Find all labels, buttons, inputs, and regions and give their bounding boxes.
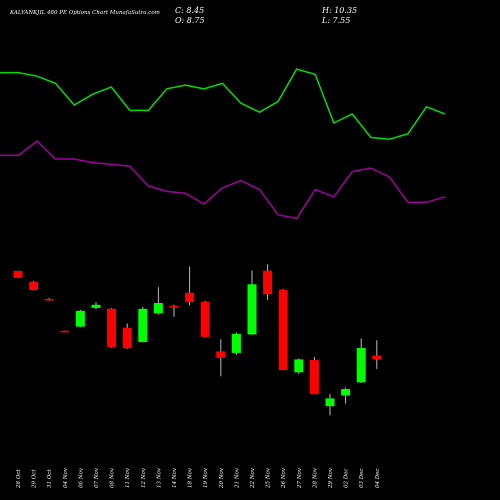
candle-body [294,359,304,373]
candle [325,393,335,416]
candle-body [231,333,241,353]
candle-body [44,298,54,301]
indicator-lines [0,68,446,220]
candle-body [169,305,179,308]
candle-body [325,398,335,407]
x-tick-label: 07 Nov [94,467,100,488]
low-value: L: 7.55 [321,16,350,25]
candles [13,264,382,416]
candle-body [356,348,366,383]
candle-body [107,308,117,347]
x-tick-label: 02 Dec [344,469,350,489]
candle-body [278,289,288,371]
candle [231,332,241,355]
x-tick-label: 27 Nov [297,467,303,489]
candle [216,339,226,377]
candle-body [13,270,23,278]
chart-title: KALYANKJIL 480 PE Options Chart MunafaSu… [9,10,160,16]
x-tick-label: 31 Oct [47,469,53,488]
x-tick-label: 29 Nov [328,467,334,489]
candle [13,270,23,279]
x-axis-ticks: 28 Oct 29 Oct 31 Oct 04 Nov 06 Nov 07 Nov 08 N… [16,467,381,489]
x-tick-label: 04 Dec [375,469,381,489]
close-value: C: 8.45 [175,6,204,15]
x-tick-label: 25 Nov [266,467,272,489]
x-tick-label: 18 Nov [188,467,194,488]
x-tick-label: 20 Nov [219,467,225,489]
candle [185,266,195,306]
candle-body [247,284,257,335]
candle [29,280,39,291]
green-indicator-line [0,68,446,140]
candle [107,308,117,348]
candle [153,287,163,315]
candle [75,309,85,328]
x-tick-label: 28 Nov [312,467,318,489]
candle [341,387,351,404]
candle [309,356,319,395]
candle-body [153,303,163,314]
candle-body [138,308,148,343]
purple-indicator-line [0,140,446,220]
x-tick-label: 21 Nov [234,467,240,489]
candle [356,338,366,384]
x-tick-label: 19 Nov [203,467,209,488]
x-tick-label: 06 Nov [78,467,84,488]
x-tick-label: 22 Nov [250,467,256,489]
x-tick-label: 26 Nov [281,467,287,489]
candle [372,340,382,369]
x-tick-label: 04 Nov [63,467,69,488]
candle-body [200,301,210,337]
candle [138,306,148,343]
candle-body [216,351,226,358]
high-value: H: 10.35 [321,6,357,15]
candle [60,330,70,333]
candle-body [29,282,39,291]
candle [263,264,273,300]
x-tick-label: 08 Nov [110,467,116,488]
candle-body [372,355,382,360]
candle-body [309,360,319,395]
x-tick-label: 03 Dec [359,469,365,489]
candle [247,270,257,335]
candle-body [122,327,132,349]
x-tick-label: 14 Nov [172,467,178,488]
x-tick-label: 13 Nov [156,467,162,488]
candle-body [263,270,273,295]
x-tick-label: 28 Oct [16,469,22,489]
candle-body [91,304,101,308]
candle [200,300,210,338]
candle [122,323,132,349]
x-tick-label: 29 Oct [32,469,38,489]
candle [278,288,288,371]
candle [44,297,54,301]
candle [294,358,304,374]
x-tick-label: 12 Nov [141,467,147,488]
candle-body [60,330,70,333]
candle [91,302,101,310]
candle-body [75,310,85,327]
candle-body [185,292,195,303]
candle-body [341,389,351,396]
open-value: O: 8.75 [175,16,205,25]
x-tick-label: 11 Nov [125,467,131,488]
candle [169,304,179,317]
